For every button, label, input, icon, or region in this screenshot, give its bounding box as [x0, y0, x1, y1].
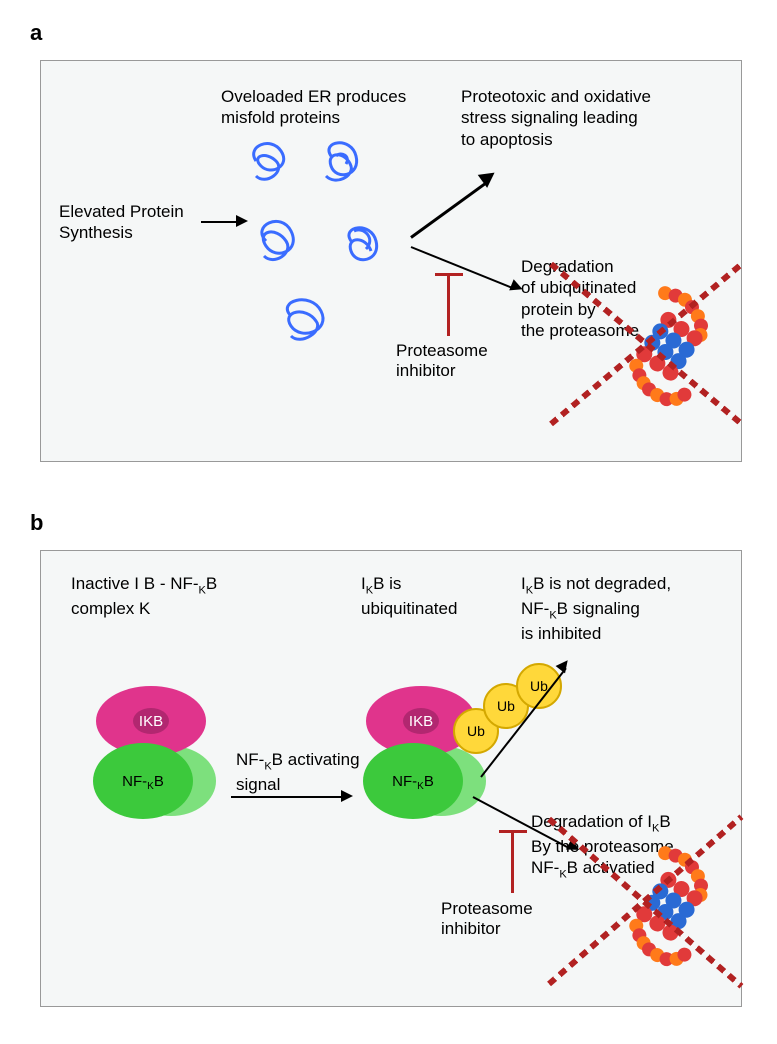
arrow-activating — [231, 796, 341, 798]
panel-b: Inactive I B - NF-KBcomplex K IKB isubiq… — [40, 550, 742, 1007]
complex-inactive: IKB NF-KB — [71, 666, 241, 836]
text-inactive-complex: Inactive I B - NF-KBcomplex K — [71, 573, 217, 619]
panel-a-label: a — [30, 20, 42, 46]
text-elevated-synth: Elevated Protein Synthesis — [59, 201, 184, 244]
inhibitor-stem-b — [511, 833, 514, 893]
svg-text:NF-KB: NF-KB — [122, 773, 164, 792]
panel-b-label: b — [30, 510, 43, 536]
inhibitor-cap-b — [499, 830, 527, 833]
text-ikb-ubiq: IKB isubiquitinated — [361, 573, 457, 619]
inhibitor-stem-a — [447, 276, 450, 336]
svg-text:Ub: Ub — [467, 723, 485, 739]
inhibitor-label-b: Proteasome inhibitor — [441, 899, 533, 939]
inhibitor-cap-a — [435, 273, 463, 276]
svg-text:IKB: IKB — [139, 713, 163, 730]
inhibitor-label-a: Proteasome inhibitor — [396, 341, 488, 381]
text-apoptosis: Proteotoxic and oxidative stress signali… — [461, 86, 651, 150]
proteasome-b — [601, 841, 751, 991]
complex-ubiquitinated: IKB NF-KB Ub Ub Ub — [341, 646, 571, 836]
panel-a: Oveloaded ER produces misfold proteins P… — [40, 60, 742, 462]
text-not-degraded: IKB is not degraded,NF-KB signalingis in… — [521, 573, 671, 645]
misfolded-proteins — [236, 131, 436, 361]
text-er-overload: Oveloaded ER produces misfold proteins — [221, 86, 406, 129]
svg-text:Ub: Ub — [497, 698, 515, 714]
arrow-synth-to-proteins — [201, 221, 236, 223]
svg-text:IKB: IKB — [409, 713, 433, 730]
proteasome-a — [601, 281, 751, 431]
svg-text:NF-KB: NF-KB — [392, 773, 434, 792]
